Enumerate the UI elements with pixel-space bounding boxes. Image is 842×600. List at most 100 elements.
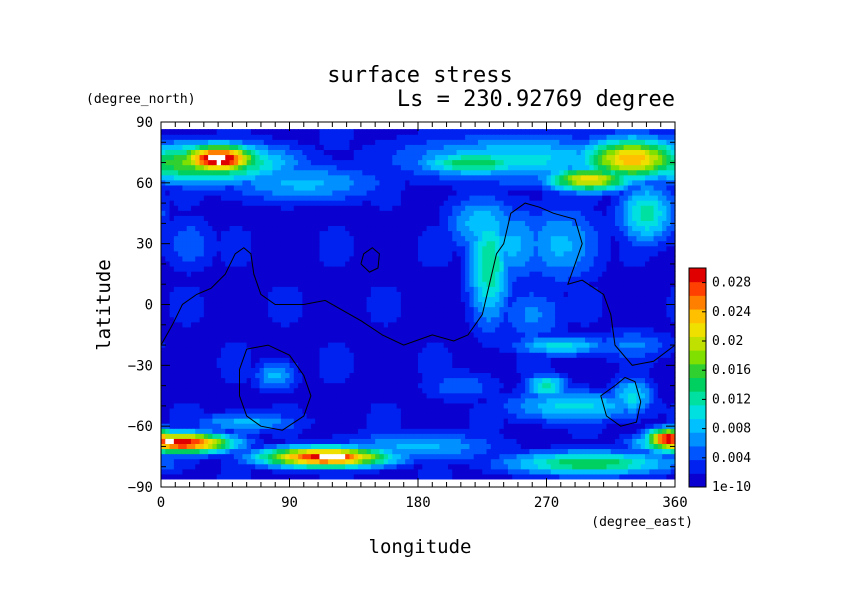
heatmap-cell <box>358 402 363 409</box>
heatmap-cell <box>195 286 201 292</box>
heatmap-cell <box>542 428 548 434</box>
heatmap-cell <box>550 367 556 374</box>
heatmap-cell <box>259 443 265 450</box>
heatmap-cell <box>422 402 428 409</box>
heatmap-cell <box>340 321 346 328</box>
heatmap-cell <box>490 352 496 358</box>
heatmap-cell <box>507 387 513 394</box>
heatmap-cell <box>328 306 333 313</box>
heatmap-cell <box>383 463 389 470</box>
heatmap-cell <box>229 357 235 363</box>
heatmap-cell <box>332 281 338 287</box>
heatmap-cell <box>323 352 329 358</box>
heatmap-cell <box>435 407 441 414</box>
heatmap-cell <box>328 321 333 328</box>
heatmap-cell <box>353 342 359 348</box>
heatmap-cell <box>370 336 376 343</box>
heatmap-cell <box>482 443 488 450</box>
heatmap-cell <box>537 412 543 419</box>
heatmap-cell <box>302 382 308 389</box>
heatmap-cell <box>225 342 231 348</box>
heatmap-cell <box>238 448 243 455</box>
heatmap-cell <box>619 276 625 282</box>
heatmap-cell <box>567 428 573 434</box>
heatmap-cell <box>353 281 359 287</box>
heatmap-cell <box>165 347 171 353</box>
heatmap-cell <box>559 336 565 343</box>
heatmap-cell <box>593 311 599 318</box>
heatmap-cell <box>328 448 333 455</box>
heatmap-cell <box>593 377 599 384</box>
heatmap-cell <box>576 412 582 419</box>
heatmap-cell <box>268 407 273 414</box>
heatmap-cell <box>426 281 432 287</box>
heatmap-cell <box>349 362 355 368</box>
heatmap-cell <box>645 306 650 313</box>
heatmap-cell <box>465 296 470 303</box>
heatmap-cell <box>280 428 286 434</box>
heatmap-cell <box>572 331 578 338</box>
heatmap-cell <box>370 402 376 409</box>
heatmap-cell <box>585 372 590 379</box>
heatmap-cell <box>572 397 578 404</box>
heatmap-cell <box>268 316 273 323</box>
heatmap-cell <box>430 392 436 399</box>
heatmap-cell <box>225 428 231 434</box>
heatmap-cell <box>298 412 303 419</box>
heatmap-cell <box>328 276 333 282</box>
heatmap-cell <box>418 458 423 465</box>
heatmap-cell <box>255 306 261 313</box>
heatmap-cell <box>512 352 518 358</box>
heatmap-cell <box>426 443 432 450</box>
heatmap-cell <box>657 458 663 465</box>
heatmap-cell <box>469 367 475 374</box>
heatmap-cell <box>473 321 479 328</box>
heatmap-cell <box>623 438 629 444</box>
heatmap-cell <box>602 473 608 480</box>
heatmap-cell <box>460 392 466 399</box>
heatmap-cell <box>460 342 466 348</box>
heatmap-cell <box>525 463 530 470</box>
heatmap-cell <box>353 407 359 414</box>
heatmap-cell <box>422 271 428 277</box>
heatmap-cell <box>220 428 226 434</box>
heatmap-cell <box>645 372 650 379</box>
heatmap-cell <box>396 392 402 399</box>
heatmap-cell <box>336 281 342 287</box>
heatmap-cell <box>173 407 179 414</box>
heatmap-cell <box>627 321 633 328</box>
heatmap-cell <box>280 463 286 470</box>
heatmap-cell <box>580 347 586 353</box>
heatmap-cell <box>289 448 295 455</box>
heatmap-cell <box>645 311 650 318</box>
heatmap-cell <box>580 458 586 465</box>
heatmap-cell <box>422 265 428 272</box>
heatmap-cell <box>250 326 256 333</box>
heatmap-cell <box>542 316 548 323</box>
heatmap-cell <box>585 357 590 363</box>
heatmap-cell <box>336 387 342 394</box>
heatmap-cell <box>447 372 453 379</box>
heatmap-cell <box>383 306 389 313</box>
heatmap-cell <box>169 428 175 434</box>
heatmap-cell <box>576 362 582 368</box>
heatmap-cell <box>323 326 329 333</box>
heatmap-cell <box>405 347 411 353</box>
heatmap-cell <box>473 423 479 429</box>
heatmap-cell <box>203 418 209 424</box>
heatmap-cell <box>216 463 222 470</box>
heatmap-field <box>161 129 676 480</box>
heatmap-cell <box>323 468 329 475</box>
heatmap-cell <box>345 418 351 424</box>
heatmap-cell <box>623 443 629 450</box>
heatmap-cell <box>353 372 359 379</box>
heatmap-cell <box>186 428 192 434</box>
heatmap-cell <box>220 402 226 409</box>
heatmap-cell <box>263 468 269 475</box>
heatmap-cell <box>452 438 458 444</box>
heatmap-cell <box>405 326 411 333</box>
heatmap-cell <box>208 402 213 409</box>
heatmap-cell <box>366 397 372 404</box>
heatmap-cell <box>280 397 286 404</box>
heatmap-cell <box>645 286 650 292</box>
